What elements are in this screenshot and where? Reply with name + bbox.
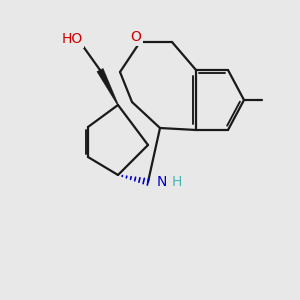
Text: N: N [157,175,167,189]
Text: HO: HO [61,32,82,46]
Text: H: H [172,175,182,189]
Polygon shape [97,68,118,105]
Text: O: O [130,30,141,44]
